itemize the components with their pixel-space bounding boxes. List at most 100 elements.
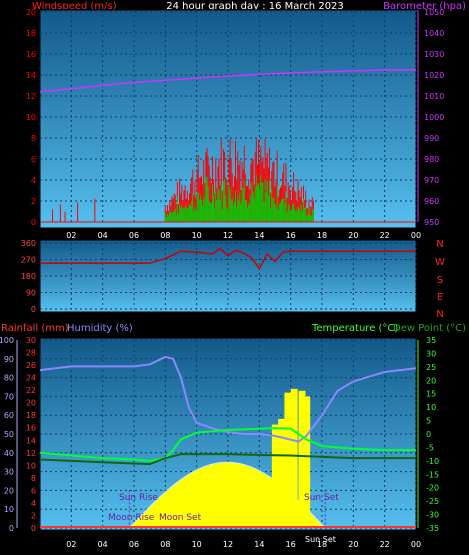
rain-tick-label: 20 [26, 399, 36, 408]
sun-set-label: Sun Set [304, 493, 339, 503]
barometer-tick-label: 1000 [424, 113, 444, 122]
x-tick-label-top: 02 [66, 231, 76, 240]
wind-tick-label: 8 [31, 134, 36, 143]
humidity-tick-label: 70 [4, 392, 14, 401]
temperature-tick-label: 35 [426, 336, 436, 345]
humidity-tick-label: 30 [4, 468, 14, 477]
humidity-tick-label: 60 [4, 411, 14, 420]
rain-tick-label: 26 [26, 361, 36, 370]
wind-tick-label: 0 [31, 218, 36, 227]
x-tick-label-bottom: 12 [223, 540, 233, 549]
x-tick-label-bottom: 14 [254, 540, 264, 549]
wind-tick-label: 12 [26, 92, 36, 101]
rain-tick-label: 2 [31, 511, 36, 520]
rain-tick-label: 18 [26, 411, 36, 420]
barometer-tick-label: 1020 [424, 71, 444, 80]
x-tick-label-bottom: 06 [129, 540, 139, 549]
direction-tick-label: 0 [31, 305, 36, 314]
sun-rise-label: Sun Rise [119, 493, 158, 503]
barometer-tick-label: 980 [424, 155, 439, 164]
compass-label-n-top: N [436, 239, 443, 250]
dewpoint-line [39, 453, 416, 466]
temperature-tick-label: 15 [426, 390, 436, 399]
rain-tick-label: 6 [31, 486, 36, 495]
wind-tick-label: 6 [31, 155, 36, 164]
solar-radiation-block [271, 424, 279, 528]
wind-tick-label: 4 [31, 176, 36, 185]
direction-tick-label: 360 [21, 239, 36, 248]
humidity-tick-label: 0 [9, 524, 14, 533]
x-tick-label-top: 00 [411, 231, 421, 240]
chart-title: 24 hour graph day : 16 March 2023 [166, 1, 344, 12]
x-tick-label-top: 12 [223, 231, 233, 240]
rain-tick-label: 0 [31, 524, 36, 533]
compass-label-w: W [435, 257, 445, 268]
x-tick-label-bottom: 02 [66, 540, 76, 549]
temperature-tick-label: 30 [426, 349, 436, 358]
temperature-tick-label: -20 [426, 484, 439, 493]
direction-tick-label: 180 [21, 272, 36, 281]
moon-rise-label: Moon Rise [108, 513, 155, 523]
compass-label-e: E [437, 292, 443, 303]
barometer-tick-label: 960 [424, 197, 439, 206]
solar-radiation-block [278, 418, 286, 528]
barometer-tick-label: 990 [424, 134, 439, 143]
rainfall-axis-title: Rainfall (mm) [1, 323, 69, 334]
x-tick-label-top: 08 [160, 231, 170, 240]
rain-tick-label: 24 [26, 374, 36, 383]
direction-tick-label: 270 [21, 256, 36, 265]
barometer-tick-label: 1040 [424, 29, 444, 38]
rain-tick-label: 10 [26, 461, 36, 470]
humidity-axis-title: Humidity (%) [67, 323, 133, 334]
wind-tick-label: 10 [26, 113, 36, 122]
barometer-tick-label: 1010 [424, 92, 444, 101]
barometer-tick-label: 970 [424, 176, 439, 185]
x-tick-label-bottom: 16 [286, 540, 296, 549]
wind-tick-label: 16 [26, 50, 36, 59]
humidity-tick-label: 90 [4, 355, 14, 364]
dewpoint-axis-title: Dew Point (°C) [393, 323, 466, 334]
x-tick-label-bottom: 08 [160, 540, 170, 549]
barometer-line [39, 69, 417, 93]
rain-tick-label: 14 [26, 436, 36, 445]
barometer-tick-label: 1030 [424, 50, 444, 59]
temperature-tick-label: 20 [426, 376, 436, 385]
series-layer [39, 69, 417, 528]
x-tick-label-bottom: 18 [317, 540, 327, 549]
compass-label-n-bottom: N [436, 309, 443, 320]
humidity-line [39, 355, 417, 443]
wind-tick-label: 2 [31, 197, 36, 206]
temperature-tick-label: -15 [426, 470, 439, 479]
temperature-tick-label: -30 [426, 511, 439, 520]
temperature-tick-label: -25 [426, 497, 439, 506]
humidity-tick-label: 50 [4, 430, 14, 439]
direction-tick-label: 90 [26, 289, 36, 298]
x-tick-label-top: 14 [254, 231, 264, 240]
wind-tick-label: 14 [26, 71, 36, 80]
x-tick-label-top: 04 [98, 231, 108, 240]
x-tick-label-bottom: 22 [380, 540, 390, 549]
humidity-tick-label: 10 [4, 505, 14, 514]
x-tick-label-top: 18 [317, 231, 327, 240]
humidity-tick-label: 20 [4, 486, 14, 495]
compass-label-s: S [437, 275, 443, 286]
wind-tick-label: 20 [26, 8, 36, 17]
wind-direction-line [40, 247, 416, 271]
temperature-tick-label: 0 [426, 430, 431, 439]
humidity-tick-label: 80 [4, 374, 14, 383]
rain-tick-label: 28 [26, 349, 36, 358]
x-tick-label-top: 16 [286, 231, 296, 240]
temperature-tick-label: 25 [426, 363, 436, 372]
moon-set-label: Moon Set [159, 513, 202, 523]
solar-radiation-block [290, 388, 298, 528]
temperature-line [39, 427, 416, 462]
rain-tick-label: 12 [26, 449, 36, 458]
temperature-tick-label: -35 [426, 524, 439, 533]
sun-set-bottom-label: Sun Set [305, 535, 336, 544]
x-tick-label-top: 20 [348, 231, 358, 240]
rain-tick-label: 8 [31, 474, 36, 483]
windspeed-axis-title: Windspeed (m/s) [32, 1, 117, 12]
barometer-tick-label: 950 [424, 218, 439, 227]
